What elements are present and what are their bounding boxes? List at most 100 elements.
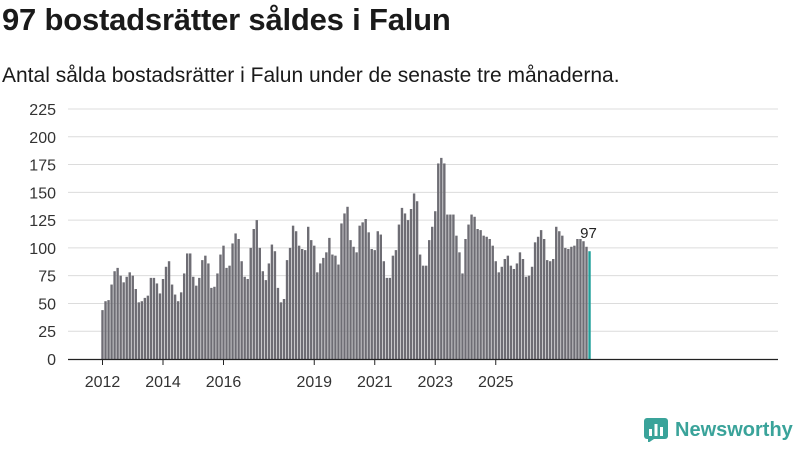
bar xyxy=(246,279,249,359)
bar xyxy=(379,234,382,359)
bar xyxy=(303,250,307,359)
bar xyxy=(294,231,298,359)
bar xyxy=(491,245,494,359)
bar xyxy=(340,223,343,359)
bar xyxy=(322,257,325,359)
bar xyxy=(134,289,137,359)
bar xyxy=(573,245,576,359)
bar xyxy=(376,231,379,359)
bar xyxy=(567,249,570,359)
bar xyxy=(349,240,352,359)
bar xyxy=(500,266,503,359)
bar xyxy=(310,240,313,359)
bar xyxy=(461,273,464,359)
bar xyxy=(158,293,162,359)
bar xyxy=(570,246,573,359)
bar xyxy=(119,275,122,359)
bar xyxy=(549,261,552,359)
bar xyxy=(515,263,519,359)
highlighted-bar xyxy=(588,251,591,359)
bar xyxy=(316,272,319,359)
bar xyxy=(464,239,467,359)
bar xyxy=(276,287,280,359)
bar xyxy=(361,222,364,359)
y-tick-label: 175 xyxy=(29,158,56,175)
bar xyxy=(170,284,174,359)
bar xyxy=(561,235,564,359)
bar xyxy=(282,299,286,359)
bar xyxy=(437,163,440,359)
bar xyxy=(222,245,225,359)
x-tick-label: 2014 xyxy=(145,374,181,391)
bar xyxy=(113,271,116,359)
bar xyxy=(128,272,131,359)
bar xyxy=(189,253,192,359)
bar xyxy=(385,277,389,359)
y-tick-label: 0 xyxy=(47,352,56,369)
bar xyxy=(122,282,125,359)
bar xyxy=(446,214,449,359)
y-tick-label: 125 xyxy=(29,213,56,230)
bar xyxy=(467,224,470,359)
bar xyxy=(155,283,159,359)
bar xyxy=(297,245,301,359)
bar xyxy=(164,266,168,359)
bar xyxy=(409,209,413,359)
bar xyxy=(533,242,537,359)
bar xyxy=(403,213,407,359)
bar xyxy=(125,276,128,359)
x-axis: 2012 2014 2016 2019 2021 2023 2025 xyxy=(68,358,778,391)
bar xyxy=(518,252,522,359)
newsworthy-logo: Newsworthy xyxy=(644,418,793,442)
bar xyxy=(579,239,582,359)
bar xyxy=(576,239,579,359)
bar xyxy=(509,265,513,359)
y-axis-labels: 0 25 50 75 100 125 150 175 200 225 xyxy=(29,102,56,369)
bar xyxy=(585,246,588,359)
bar xyxy=(149,277,153,359)
bar xyxy=(237,239,240,359)
bar xyxy=(449,214,452,359)
bar xyxy=(313,245,316,359)
bar xyxy=(494,261,497,359)
bar xyxy=(542,239,546,359)
bar xyxy=(243,276,246,359)
bar xyxy=(234,233,237,359)
bar xyxy=(536,236,540,359)
y-tick-label: 225 xyxy=(29,102,56,119)
bar xyxy=(319,263,322,359)
bar xyxy=(255,220,258,359)
bar xyxy=(552,259,555,359)
bar xyxy=(249,247,252,359)
bar xyxy=(179,292,183,359)
bar xyxy=(104,301,107,359)
bar xyxy=(186,253,189,359)
bar xyxy=(173,294,177,359)
bar xyxy=(107,300,110,359)
chart-subtitle: Antal sålda bostadsrätter i Falun under … xyxy=(2,64,620,87)
y-tick-label: 150 xyxy=(29,185,56,202)
bar xyxy=(455,235,458,359)
bar xyxy=(488,239,491,359)
bar xyxy=(137,302,140,359)
bar xyxy=(352,246,355,359)
bar xyxy=(258,247,261,359)
x-tick-label: 2023 xyxy=(417,374,453,391)
bar xyxy=(167,261,171,359)
x-tick-label: 2012 xyxy=(85,374,121,391)
bar xyxy=(288,247,292,359)
bar xyxy=(195,285,198,359)
bar xyxy=(367,232,370,359)
bar xyxy=(270,244,274,359)
bar xyxy=(512,269,516,359)
bar xyxy=(503,259,507,359)
bar xyxy=(252,229,255,359)
bar xyxy=(555,226,558,359)
bar xyxy=(267,263,271,359)
bar xyxy=(470,214,473,359)
bar xyxy=(331,254,334,359)
annotations: 97 xyxy=(580,225,597,242)
brand-name: Newsworthy xyxy=(675,418,793,441)
bar xyxy=(210,287,213,359)
bar xyxy=(524,276,528,359)
